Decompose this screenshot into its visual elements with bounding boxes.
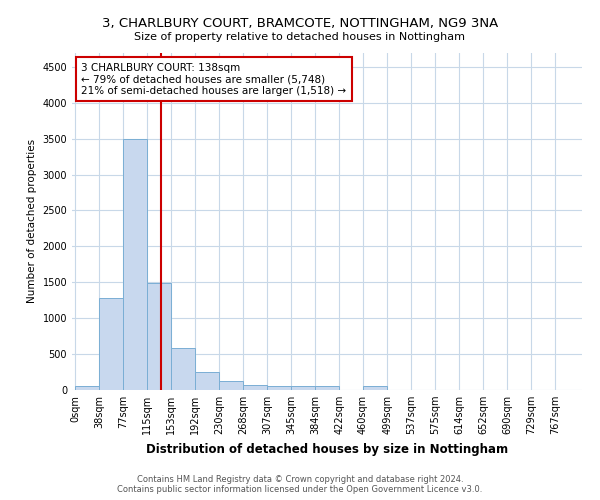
Bar bbox=[124, 138, 147, 390]
Bar bbox=[99, 298, 122, 390]
Bar bbox=[267, 386, 291, 390]
Bar bbox=[75, 386, 99, 390]
Bar bbox=[219, 380, 243, 390]
Bar bbox=[171, 348, 194, 390]
Bar bbox=[195, 372, 219, 390]
Text: 3 CHARLBURY COURT: 138sqm
← 79% of detached houses are smaller (5,748)
21% of se: 3 CHARLBURY COURT: 138sqm ← 79% of detac… bbox=[82, 62, 347, 96]
Bar bbox=[316, 386, 339, 390]
Bar bbox=[147, 283, 171, 390]
Text: Contains HM Land Registry data © Crown copyright and database right 2024.
Contai: Contains HM Land Registry data © Crown c… bbox=[118, 474, 482, 494]
Bar bbox=[243, 386, 266, 390]
Text: Size of property relative to detached houses in Nottingham: Size of property relative to detached ho… bbox=[134, 32, 466, 42]
Text: 3, CHARLBURY COURT, BRAMCOTE, NOTTINGHAM, NG9 3NA: 3, CHARLBURY COURT, BRAMCOTE, NOTTINGHAM… bbox=[102, 18, 498, 30]
Bar bbox=[363, 386, 387, 390]
Bar bbox=[291, 386, 315, 390]
X-axis label: Distribution of detached houses by size in Nottingham: Distribution of detached houses by size … bbox=[146, 442, 508, 456]
Y-axis label: Number of detached properties: Number of detached properties bbox=[27, 139, 37, 304]
